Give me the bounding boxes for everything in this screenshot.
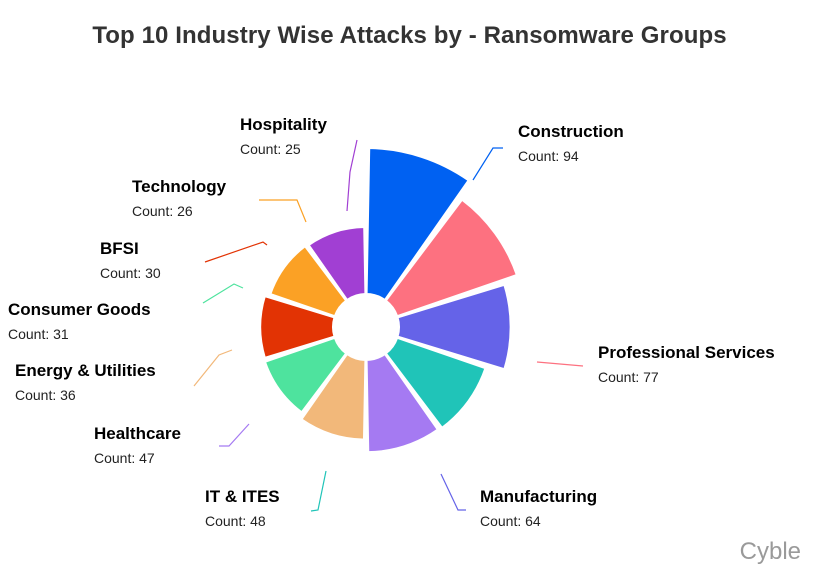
- label-it-ites: IT & ITES Count: 48: [205, 487, 280, 530]
- rose-slice-energy-utilities[interactable]: [300, 353, 367, 441]
- label-professional-services: Professional Services Count: 77: [598, 343, 775, 386]
- rose-slice-it-ites[interactable]: [384, 336, 487, 429]
- label-name: IT & ITES: [205, 487, 280, 506]
- label-manufacturing: Manufacturing Count: 64: [480, 487, 597, 530]
- rose-slice-construction[interactable]: [365, 147, 470, 301]
- label-technology: Technology Count: 26: [132, 177, 226, 220]
- label-count: Count: 64: [480, 513, 541, 529]
- label-count: Count: 48: [205, 513, 266, 529]
- label-energy-utilities: Energy & Utilities Count: 36: [15, 361, 156, 404]
- label-name: BFSI: [100, 239, 139, 258]
- rose-slice-professional-services[interactable]: [384, 198, 518, 318]
- label-hospitality: Hospitality Count: 25: [240, 115, 327, 158]
- label-name: Hospitality: [240, 115, 327, 134]
- label-name: Consumer Goods: [8, 300, 151, 319]
- leader-line: [536, 361, 584, 367]
- label-bfsi: BFSI Count: 30: [100, 239, 161, 282]
- label-count: Count: 47: [94, 450, 155, 466]
- label-consumer-goods: Consumer Goods Count: 31: [8, 300, 151, 343]
- label-count: Count: 36: [15, 387, 76, 403]
- leader-line: [472, 147, 503, 181]
- label-count: Count: 25: [240, 141, 301, 157]
- cyble-watermark: Cyble: [739, 538, 801, 565]
- leader-line: [193, 349, 233, 387]
- leader-line: [259, 199, 307, 223]
- leader-line: [219, 423, 250, 447]
- label-name: Healthcare: [94, 424, 181, 443]
- label-name: Professional Services: [598, 343, 775, 362]
- label-construction: Construction Count: 94: [518, 122, 624, 165]
- leader-line: [346, 139, 358, 212]
- rose-slice-healthcare[interactable]: [365, 353, 439, 454]
- rose-slice-bfsi[interactable]: [259, 295, 336, 359]
- chart-title: Top 10 Industry Wise Attacks by - Ransom…: [92, 22, 727, 49]
- leader-line: [204, 241, 268, 263]
- label-count: Count: 30: [100, 265, 161, 281]
- rose-slice-hospitality[interactable]: [307, 226, 367, 301]
- label-name: Manufacturing: [480, 487, 598, 506]
- label-healthcare: Healthcare Count: 47: [94, 424, 181, 467]
- rose-slice-technology[interactable]: [269, 245, 348, 318]
- label-count: Count: 94: [518, 148, 579, 164]
- leader-line: [440, 473, 466, 511]
- leader-line: [202, 283, 244, 304]
- label-count: Count: 31: [8, 326, 69, 342]
- label-count: Count: 26: [132, 203, 193, 219]
- label-name: Technology: [132, 177, 227, 196]
- label-name: Construction: [518, 122, 624, 141]
- rose-slice-manufacturing[interactable]: [396, 283, 512, 371]
- rose-slice-consumer-goods[interactable]: [263, 336, 348, 414]
- leader-line: [310, 470, 327, 512]
- label-count: Count: 77: [598, 369, 659, 385]
- label-name: Energy & Utilities: [15, 361, 156, 380]
